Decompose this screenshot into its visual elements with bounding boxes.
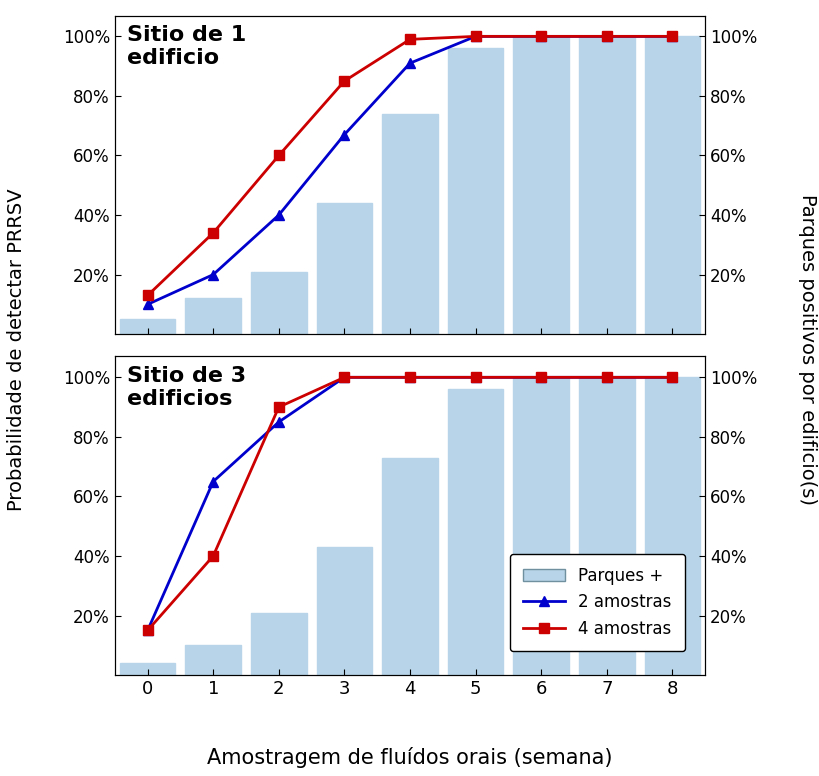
Bar xyxy=(251,612,306,675)
Bar xyxy=(644,36,699,334)
Bar xyxy=(578,36,634,334)
Bar xyxy=(513,36,568,334)
Legend: Parques +, 2 amostras, 4 amostras: Parques +, 2 amostras, 4 amostras xyxy=(509,553,684,651)
Bar xyxy=(644,377,699,675)
Text: Parques positivos por edificio(s): Parques positivos por edificio(s) xyxy=(797,194,817,504)
Text: Probabilidade de detectar PRRSV: Probabilidade de detectar PRRSV xyxy=(7,188,26,511)
Bar xyxy=(120,319,175,334)
Bar xyxy=(578,377,634,675)
Bar xyxy=(382,458,437,675)
Bar xyxy=(513,377,568,675)
Bar xyxy=(251,272,306,334)
Bar xyxy=(120,663,175,675)
Text: Sitio de 3
edificios: Sitio de 3 edificios xyxy=(126,366,246,409)
Bar xyxy=(382,114,437,334)
Bar xyxy=(447,390,503,675)
Text: Sitio de 1
edificio: Sitio de 1 edificio xyxy=(126,25,246,68)
Bar xyxy=(316,203,372,334)
Bar xyxy=(447,48,503,334)
Bar xyxy=(316,547,372,675)
Bar xyxy=(185,646,241,675)
Bar xyxy=(185,299,241,334)
Text: Amostragem de fluídos orais (semana): Amostragem de fluídos orais (semana) xyxy=(207,747,612,768)
